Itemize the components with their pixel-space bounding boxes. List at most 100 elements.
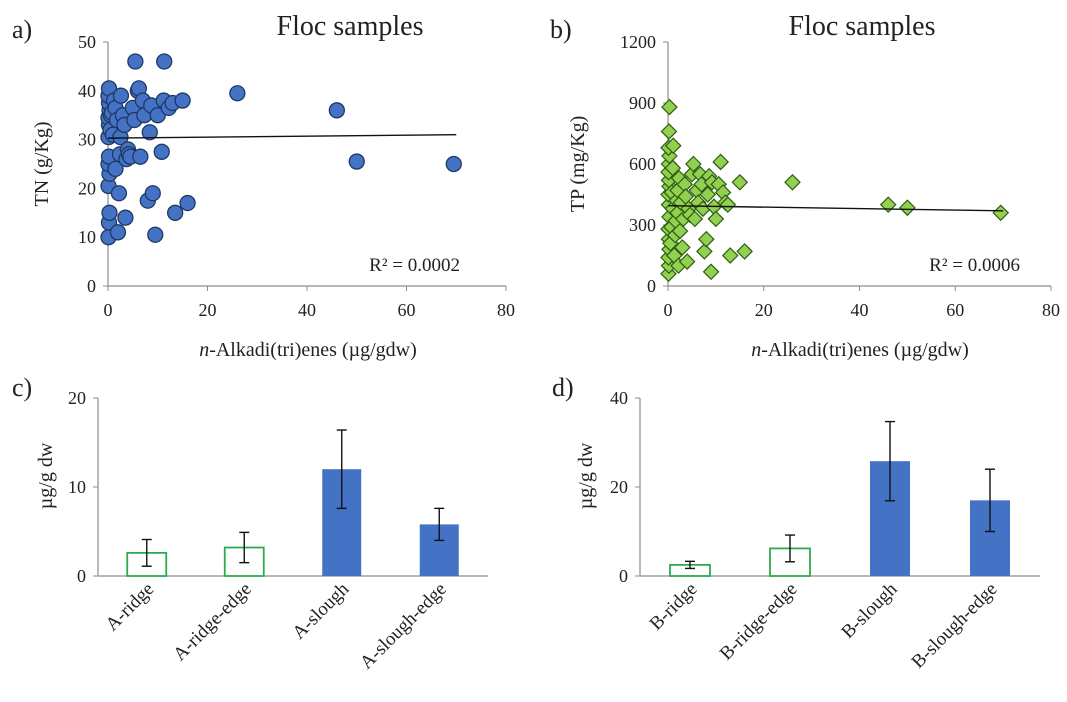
x-tick-label: 80	[1042, 300, 1060, 320]
data-point	[712, 153, 730, 171]
y-tick-label: 50	[78, 32, 96, 52]
x-tick-label: 20	[755, 300, 773, 320]
data-point	[153, 143, 170, 160]
x-tick-label: 60	[946, 300, 964, 320]
data-point	[678, 253, 696, 270]
data-point	[147, 226, 164, 243]
panel-letter: b)	[550, 15, 572, 44]
y-tick-label: 10	[68, 477, 86, 497]
panel-letter: d)	[552, 373, 574, 402]
x-category-label: B-slough-edge	[908, 579, 1002, 673]
x-axis-label: n-Alkadi(tri)enes (µg/gdw)	[751, 339, 969, 361]
data-point	[721, 247, 739, 264]
x-tick-label: 40	[298, 300, 316, 320]
scatter-panel-b: b) Floc samples 0 300 600 900 1200 0 20 40 60 80 TP …	[550, 11, 1060, 361]
data-point	[661, 98, 678, 116]
data-point	[697, 230, 715, 248]
data-point	[664, 137, 682, 155]
x-category-label: A-slough	[288, 578, 353, 643]
data-points	[100, 53, 462, 246]
data-point	[229, 85, 246, 102]
data-point	[167, 204, 184, 221]
data-points	[660, 98, 1010, 283]
chart-title: Floc samples	[789, 11, 936, 42]
data-point	[156, 53, 173, 70]
data-point	[719, 196, 737, 214]
trendline	[667, 204, 1004, 212]
data-point	[141, 124, 158, 141]
data-point	[109, 224, 127, 241]
y-tick-label: 20	[68, 388, 86, 408]
y-tick-label: 0	[619, 566, 628, 586]
y-axis-label: TP (mg/Kg)	[567, 116, 589, 212]
y-tick-label: 0	[87, 276, 96, 296]
data-point	[736, 243, 753, 260]
y-tick-label: 40	[78, 81, 96, 101]
data-point	[110, 185, 128, 202]
y-axis-label: TN (g/Kg)	[31, 122, 53, 207]
x-category-label: B-slough	[837, 578, 901, 642]
x-category-label: B-ridge	[646, 579, 702, 635]
data-point	[174, 92, 191, 109]
data-point	[674, 239, 691, 256]
data-point	[127, 53, 144, 70]
panel-letter: c)	[12, 373, 32, 402]
data-point	[132, 148, 149, 165]
y-axis-label: µg/g dw	[35, 442, 57, 509]
data-point	[731, 173, 749, 191]
chart-title: Floc samples	[277, 11, 424, 42]
r-squared-annotation: R² = 0.0002	[369, 255, 460, 276]
y-tick-label: 900	[629, 93, 656, 113]
x-tick-label: 40	[851, 300, 869, 320]
data-point	[107, 160, 124, 178]
data-point	[144, 185, 161, 202]
bar-panel-c: c) 0 10 20 µg/g dw A-ridge A-ridge-edge A-sloug…	[12, 373, 488, 673]
y-tick-label: 20	[78, 178, 96, 198]
data-point	[899, 199, 916, 217]
data-point	[699, 186, 717, 203]
x-tick-label: 0	[104, 300, 113, 320]
data-point	[101, 204, 118, 221]
x-tick-label: 0	[664, 300, 673, 320]
data-point	[664, 159, 682, 177]
data-point	[445, 155, 462, 173]
x-category-label: B-ridge-edge	[716, 579, 802, 665]
data-point	[707, 210, 725, 228]
y-tick-label: 40	[610, 388, 628, 408]
x-tick-label: 80	[497, 300, 515, 320]
y-tick-label: 1200	[620, 32, 656, 52]
x-category-label: A-ridge-edge	[169, 579, 255, 665]
x-tick-label: 20	[199, 300, 217, 320]
y-tick-label: 10	[78, 227, 96, 247]
y-tick-label: 20	[610, 477, 628, 497]
data-point	[112, 87, 130, 104]
x-axis-label: n-Alkadi(tri)enes (µg/gdw)	[199, 339, 417, 361]
y-tick-label: 30	[78, 130, 96, 150]
y-axis-label: µg/g dw	[575, 442, 597, 509]
data-point	[671, 222, 689, 240]
data-point	[179, 194, 196, 212]
bar-panel-d: d) 0 20 40 µg/g dw B-ridge B-ridge-edge B-sloug…	[552, 373, 1040, 673]
data-point	[660, 123, 678, 140]
x-tick-label: 60	[398, 300, 416, 320]
trendline	[107, 134, 457, 139]
y-tick-label: 600	[629, 154, 656, 174]
scatter-panel-a: a) Floc samples 0 10 20 30 40 50 0 20 40 60 80 TN (g/…	[12, 11, 515, 361]
data-point	[685, 155, 702, 173]
y-tick-label: 0	[77, 566, 86, 586]
data-point	[696, 243, 713, 260]
data-point	[784, 173, 801, 191]
y-tick-label: 0	[647, 276, 656, 296]
data-point	[992, 204, 1010, 222]
data-point	[702, 263, 720, 281]
r-squared-annotation: R² = 0.0006	[929, 255, 1020, 276]
panel-letter: a)	[12, 15, 32, 44]
x-category-label: A-ridge	[102, 579, 159, 636]
y-tick-label: 300	[629, 215, 656, 235]
data-point	[686, 210, 704, 228]
data-point	[879, 196, 897, 214]
x-category-label: A-slough-edge	[356, 579, 451, 674]
data-point	[117, 209, 134, 226]
data-point	[328, 102, 346, 119]
